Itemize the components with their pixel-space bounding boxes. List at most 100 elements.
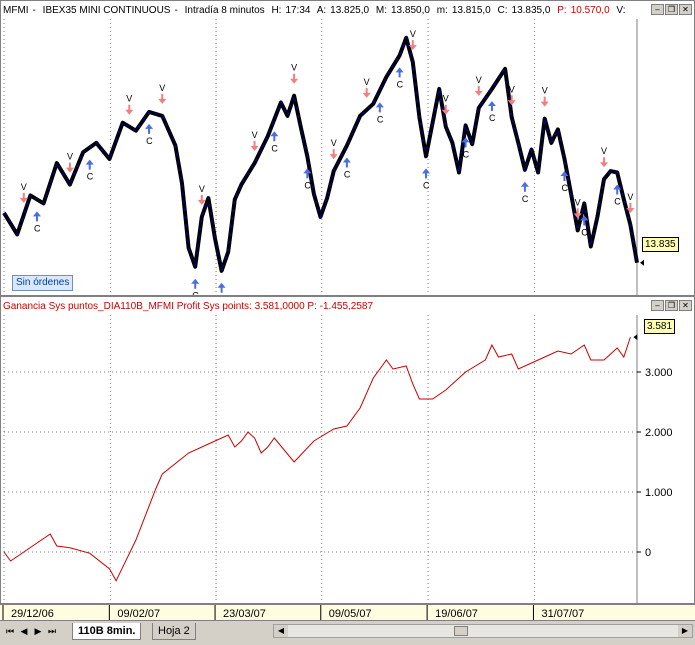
price-chart: 14.00014.50015.00015.500CCCCCCCCCCCCCCCC…	[2, 19, 644, 295]
buy-arrow	[560, 171, 569, 182]
equity-header: Ganancia Sys puntos_DIA110B_MFMI Profit …	[3, 301, 374, 312]
sell-label: V	[199, 184, 205, 194]
sell-arrow	[441, 104, 450, 115]
header-m-value: 13.850,0	[390, 5, 430, 16]
buy-arrow	[375, 102, 384, 113]
last-equity-label: 3.581	[644, 319, 676, 334]
sell-arrow	[250, 141, 259, 152]
sell-label: V	[159, 83, 165, 93]
tab-110b[interactable]: 110B 8min.	[72, 623, 142, 640]
sell-label: V	[627, 192, 633, 202]
orders-status-button[interactable]: Sin órdenes	[12, 275, 74, 291]
equity-window-controls: – ❐ ✕	[651, 300, 692, 311]
equity-tick-label: 0	[645, 547, 651, 559]
header-mm-label: m:	[436, 5, 448, 16]
price-header: MFMI - IBEX35 MINI CONTINUOUS - Intradía 8…	[3, 3, 630, 19]
scrollbar-thumb[interactable]	[454, 626, 468, 636]
buy-arrow	[487, 101, 496, 112]
buy-arrow	[580, 215, 589, 226]
buy-arrow	[217, 282, 226, 293]
header-separator: -	[174, 5, 178, 16]
buy-arrow	[520, 181, 529, 192]
header-p-value: 10.570,0	[570, 5, 610, 16]
sell-label: V	[67, 152, 73, 162]
equity-tick-label: 1.000	[645, 487, 673, 499]
equity-tick-label: 3.000	[645, 367, 673, 379]
sell-arrow	[474, 85, 483, 96]
header-symbol: MFMI	[3, 5, 29, 16]
sell-label: V	[364, 77, 370, 87]
buy-label: C	[344, 170, 351, 180]
sell-label: V	[509, 84, 515, 94]
buy-arrow	[461, 137, 470, 148]
sell-arrow	[65, 162, 74, 173]
equity-pane[interactable]: Ganancia Sys puntos_DIA110B_MFMI Profit …	[0, 296, 695, 604]
minimize-icon[interactable]: –	[651, 300, 664, 311]
time-tick-label: 19/06/07	[435, 608, 478, 620]
tab-hoja-2[interactable]: Hoja 2	[152, 623, 196, 640]
time-tick-label: 09/05/07	[329, 608, 372, 620]
sell-arrow	[329, 149, 338, 160]
header-c-label: C:	[497, 5, 508, 16]
buy-arrow	[85, 159, 94, 170]
sell-arrow	[158, 93, 167, 104]
header-separator: -	[32, 5, 36, 16]
buy-arrow	[32, 211, 41, 222]
buy-label: C	[146, 136, 153, 146]
header-h-value: 17:34	[285, 5, 311, 16]
scroll-right-icon[interactable]: ▶	[678, 625, 692, 637]
buy-label: C	[304, 180, 311, 190]
prev-sheet-icon[interactable]: ◀	[20, 626, 28, 636]
first-sheet-icon[interactable]: ⏮	[5, 626, 15, 636]
horizontal-scrollbar[interactable]: ◀ ▶	[273, 624, 693, 638]
sell-arrow	[290, 73, 299, 84]
equity-last-marker	[633, 334, 638, 341]
buy-label: C	[561, 183, 568, 193]
close-icon[interactable]: ✕	[679, 4, 692, 15]
buy-arrow	[422, 168, 430, 179]
header-mm-value: 13.815,0	[451, 5, 491, 16]
time-axis-ticks: 29/12/06 09/02/07 23/03/07 09/05/07 19/06/07…	[2, 605, 584, 620]
buy-label: C	[489, 113, 496, 123]
buy-label: C	[377, 114, 384, 124]
scroll-left-icon[interactable]: ◀	[274, 625, 288, 637]
last-sheet-icon[interactable]: ⏭	[47, 626, 57, 636]
sell-arrow	[626, 202, 635, 213]
sell-label: V	[252, 130, 258, 140]
buy-arrow	[395, 67, 404, 78]
equity-chart: 0 1.000 2.000 3.000	[3, 315, 673, 603]
header-a-value: 13.825,0	[330, 5, 370, 16]
price-last-marker	[640, 259, 644, 266]
buy-label: C	[397, 79, 404, 89]
price-pane[interactable]: MFMI - IBEX35 MINI CONTINUOUS - Intradía 8…	[0, 0, 695, 296]
sell-label: V	[542, 86, 548, 96]
buy-label: C	[271, 143, 278, 153]
sell-label: V	[126, 94, 132, 104]
minimize-icon[interactable]: –	[651, 4, 664, 15]
sell-arrow	[197, 194, 206, 205]
buy-label: C	[34, 223, 41, 233]
header-v-label: V:	[616, 5, 626, 16]
close-icon[interactable]: ✕	[679, 300, 692, 311]
buy-label: C	[522, 194, 529, 204]
sell-label: V	[21, 182, 27, 192]
buy-label: C	[423, 180, 430, 190]
restore-icon[interactable]: ❐	[665, 300, 678, 311]
restore-icon[interactable]: ❐	[665, 4, 678, 15]
buy-arrow	[270, 131, 279, 142]
header-h-label: H:	[271, 5, 282, 16]
equity-series-line	[3, 336, 631, 582]
time-tick-label: 23/03/07	[223, 608, 266, 620]
sell-arrow	[362, 87, 371, 98]
buy-label: C	[614, 196, 621, 206]
buy-arrow	[342, 157, 351, 168]
sell-arrow	[573, 208, 582, 219]
next-sheet-icon[interactable]: ▶	[34, 626, 42, 636]
buy-arrow	[145, 123, 154, 134]
price-window-controls: – ❐ ✕	[651, 4, 692, 15]
equity-tick-label: 2.000	[645, 427, 673, 439]
sell-label: V	[601, 146, 607, 156]
time-axis: 29/12/06 09/02/07 23/03/07 09/05/07 19/06/07…	[0, 604, 695, 621]
buy-label: C	[581, 227, 588, 237]
header-m-label: M:	[375, 5, 387, 16]
